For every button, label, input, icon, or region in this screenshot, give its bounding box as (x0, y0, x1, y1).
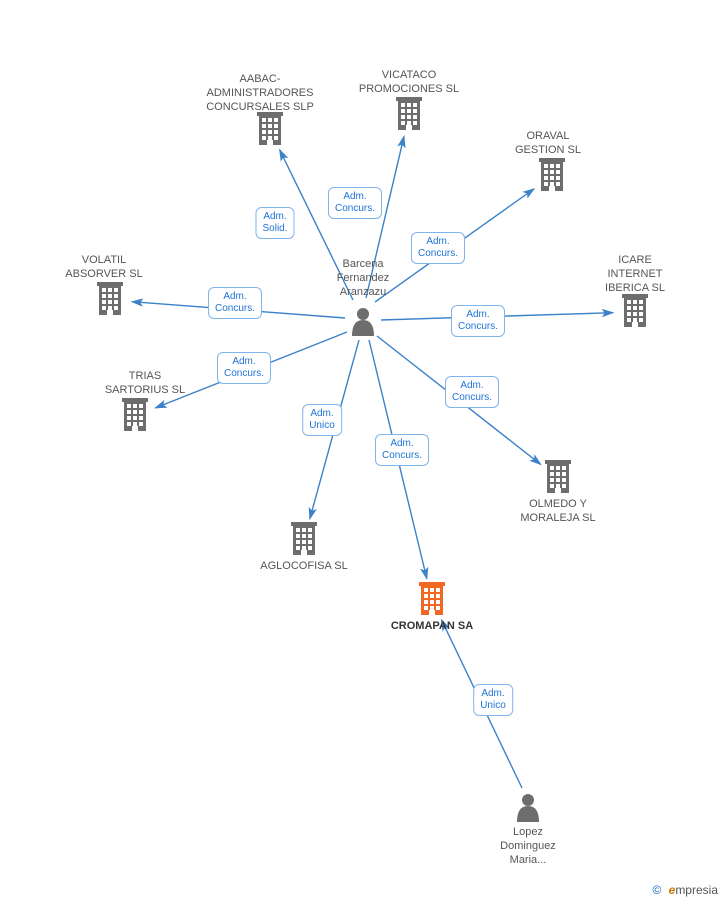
edge-label-barcena-volatil: Adm. Concurs. (208, 287, 262, 319)
company-icon-volatil[interactable] (97, 282, 123, 315)
node-label-icare[interactable]: ICARE INTERNET IBERICA SL (570, 254, 700, 295)
company-icon-aabac[interactable] (257, 112, 283, 145)
edge-label-barcena-aglocofisa: Adm. Unico (302, 404, 342, 436)
person-icon-lopez[interactable] (517, 794, 539, 822)
company-icon-vicataco[interactable] (396, 97, 422, 130)
diagram-canvas (0, 0, 728, 905)
node-label-aglocofisa[interactable]: AGLOCOFISA SL (239, 560, 369, 574)
company-icon-cromapan[interactable] (419, 582, 445, 615)
company-icon-olmedo[interactable] (545, 460, 571, 493)
node-label-volatil[interactable]: VOLATIL ABSORVER SL (39, 254, 169, 282)
node-label-barcena[interactable]: Barcena Fernandez Aranzazu (298, 258, 428, 299)
copyright-symbol: © (652, 883, 661, 897)
company-icon-oraval[interactable] (539, 158, 565, 191)
edge-label-barcena-trias: Adm. Concurs. (217, 352, 271, 384)
edge-label-barcena-olmedo: Adm. Concurs. (445, 376, 499, 408)
node-label-vicataco[interactable]: VICATACO PROMOCIONES SL (344, 69, 474, 97)
edge-label-barcena-vicataco: Adm. Concurs. (328, 187, 382, 219)
node-label-aabac[interactable]: AABAC- ADMINISTRADORES CONCURSALES SLP (195, 73, 325, 114)
edge-label-lopez-cromapan: Adm. Unico (473, 684, 513, 716)
company-icon-trias[interactable] (122, 398, 148, 431)
node-label-oraval[interactable]: ORAVAL GESTION SL (483, 130, 613, 158)
person-icon-barcena[interactable] (352, 308, 374, 336)
company-icon-aglocofisa[interactable] (291, 522, 317, 555)
node-label-lopez[interactable]: Lopez Dominguez Maria... (463, 826, 593, 867)
edge-label-barcena-icare: Adm. Concurs. (451, 305, 505, 337)
watermark-brand-rest: mpresia (675, 883, 718, 897)
node-label-cromapan[interactable]: CROMAPAN SA (367, 620, 497, 634)
node-label-olmedo[interactable]: OLMEDO Y MORALEJA SL (493, 498, 623, 526)
edge-label-barcena-cromapan: Adm. Concurs. (375, 434, 429, 466)
company-icon-icare[interactable] (622, 294, 648, 327)
edge-label-barcena-aabac: Adm. Solid. (255, 207, 294, 239)
watermark: © empresia (652, 883, 718, 897)
node-label-trias[interactable]: TRIAS SARTORIUS SL (80, 370, 210, 398)
